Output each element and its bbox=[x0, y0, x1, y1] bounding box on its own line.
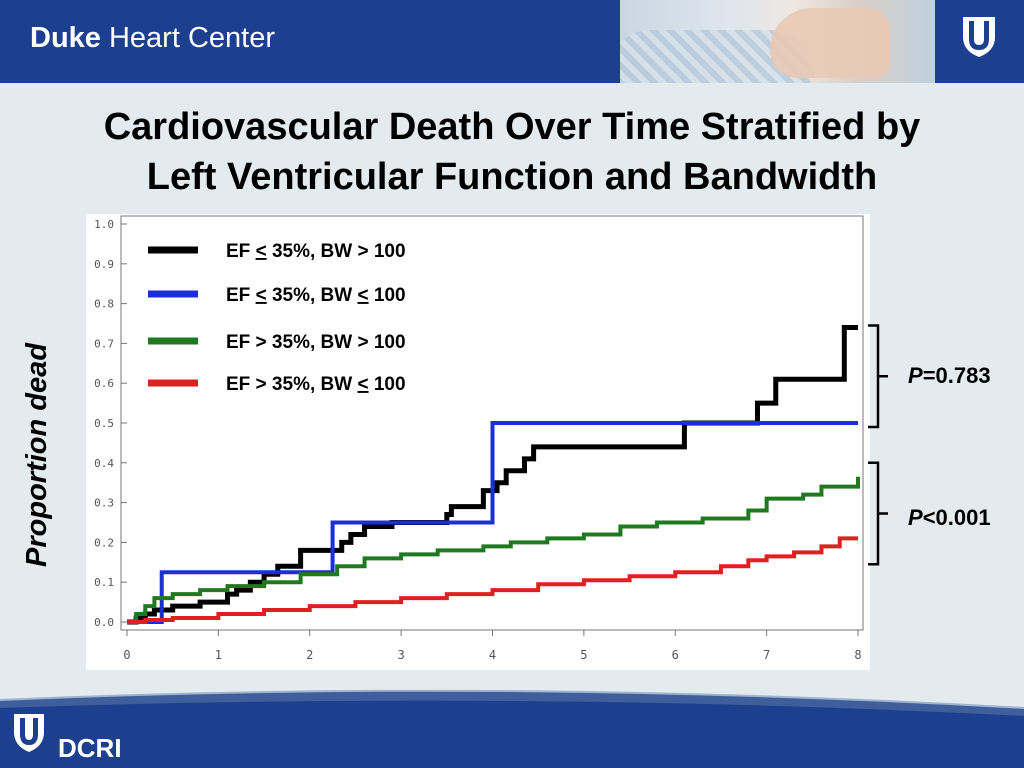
x-axis: 0 1 2 3 4 5 6 7 8 bbox=[123, 630, 862, 662]
legend-label: EF < 35%, BW < 100 bbox=[226, 285, 406, 306]
footer-org-name: DCRI bbox=[58, 733, 122, 763]
y-tick-label: 0.3 bbox=[94, 497, 114, 510]
x-tick-label: 8 bbox=[854, 648, 861, 662]
x-tick-label: 5 bbox=[580, 648, 587, 662]
hand-graphic bbox=[770, 8, 890, 78]
y-tick-label: 0.5 bbox=[94, 417, 114, 430]
brand-heart-center: Heart Center bbox=[108, 22, 275, 54]
title-line-2: Left Ventricular Function and Bandwidth bbox=[146, 156, 878, 198]
title-line-1: Cardiovascular Death Over Time Stratifie… bbox=[103, 106, 921, 148]
brand-duke: Duke bbox=[30, 22, 101, 54]
duke-shield-icon bbox=[963, 17, 995, 57]
footer-band bbox=[0, 689, 1024, 768]
brand-logo-text: Duke Heart Center bbox=[30, 22, 275, 55]
y-axis-label: Proportion dead bbox=[21, 342, 53, 567]
legend-label: EF > 35%, BW < 100 bbox=[226, 374, 406, 395]
y-tick-label: 0.4 bbox=[94, 457, 114, 470]
annotations: P=0.783 P<0.001 bbox=[868, 324, 991, 566]
y-tick-label: 0.0 bbox=[94, 616, 114, 629]
x-tick-label: 1 bbox=[215, 648, 222, 662]
x-tick-label: 3 bbox=[398, 648, 405, 662]
y-axis: 0.0 0.1 0.2 0.3 0.4 0.5 0.6 0.7 0.8 0.9 1.0 bbox=[94, 218, 127, 629]
y-tick-label: 0.8 bbox=[94, 298, 114, 311]
pvalue-bracket bbox=[868, 461, 888, 566]
slide-title: Cardiovascular Death Over Time Stratifie… bbox=[0, 102, 1024, 202]
header-banner: Duke Heart Center bbox=[0, 0, 1024, 83]
x-tick-label: 6 bbox=[672, 648, 679, 662]
legend-label: EF > 35%, BW > 100 bbox=[226, 332, 406, 353]
pvalue-label: P<0.001 bbox=[908, 505, 991, 530]
x-tick-label: 7 bbox=[763, 648, 770, 662]
legend: EF < 35%, BW > 100 EF < 35%, BW < 100 EF >… bbox=[148, 241, 406, 395]
pvalue-bracket bbox=[868, 324, 888, 429]
x-tick-label: 0 bbox=[123, 648, 130, 662]
y-tick-label: 1.0 bbox=[94, 218, 114, 231]
legend-label: EF < 35%, BW > 100 bbox=[226, 241, 406, 262]
series-layer bbox=[127, 324, 860, 625]
y-tick-label: 0.7 bbox=[94, 337, 114, 350]
header-photo bbox=[620, 0, 935, 83]
series-line-3 bbox=[127, 476, 860, 624]
y-tick-label: 0.2 bbox=[94, 536, 114, 549]
y-tick-label: 0.6 bbox=[94, 377, 114, 390]
dcri-shield-icon bbox=[14, 714, 44, 752]
pvalue-label: P=0.783 bbox=[908, 363, 991, 388]
series-line-4 bbox=[127, 536, 858, 624]
series-line-2 bbox=[127, 421, 858, 624]
series-line-1 bbox=[127, 324, 858, 625]
x-tick-label: 4 bbox=[489, 648, 496, 662]
y-tick-label: 0.1 bbox=[94, 576, 114, 589]
x-tick-label: 2 bbox=[306, 648, 313, 662]
y-tick-label: 0.9 bbox=[94, 258, 114, 271]
